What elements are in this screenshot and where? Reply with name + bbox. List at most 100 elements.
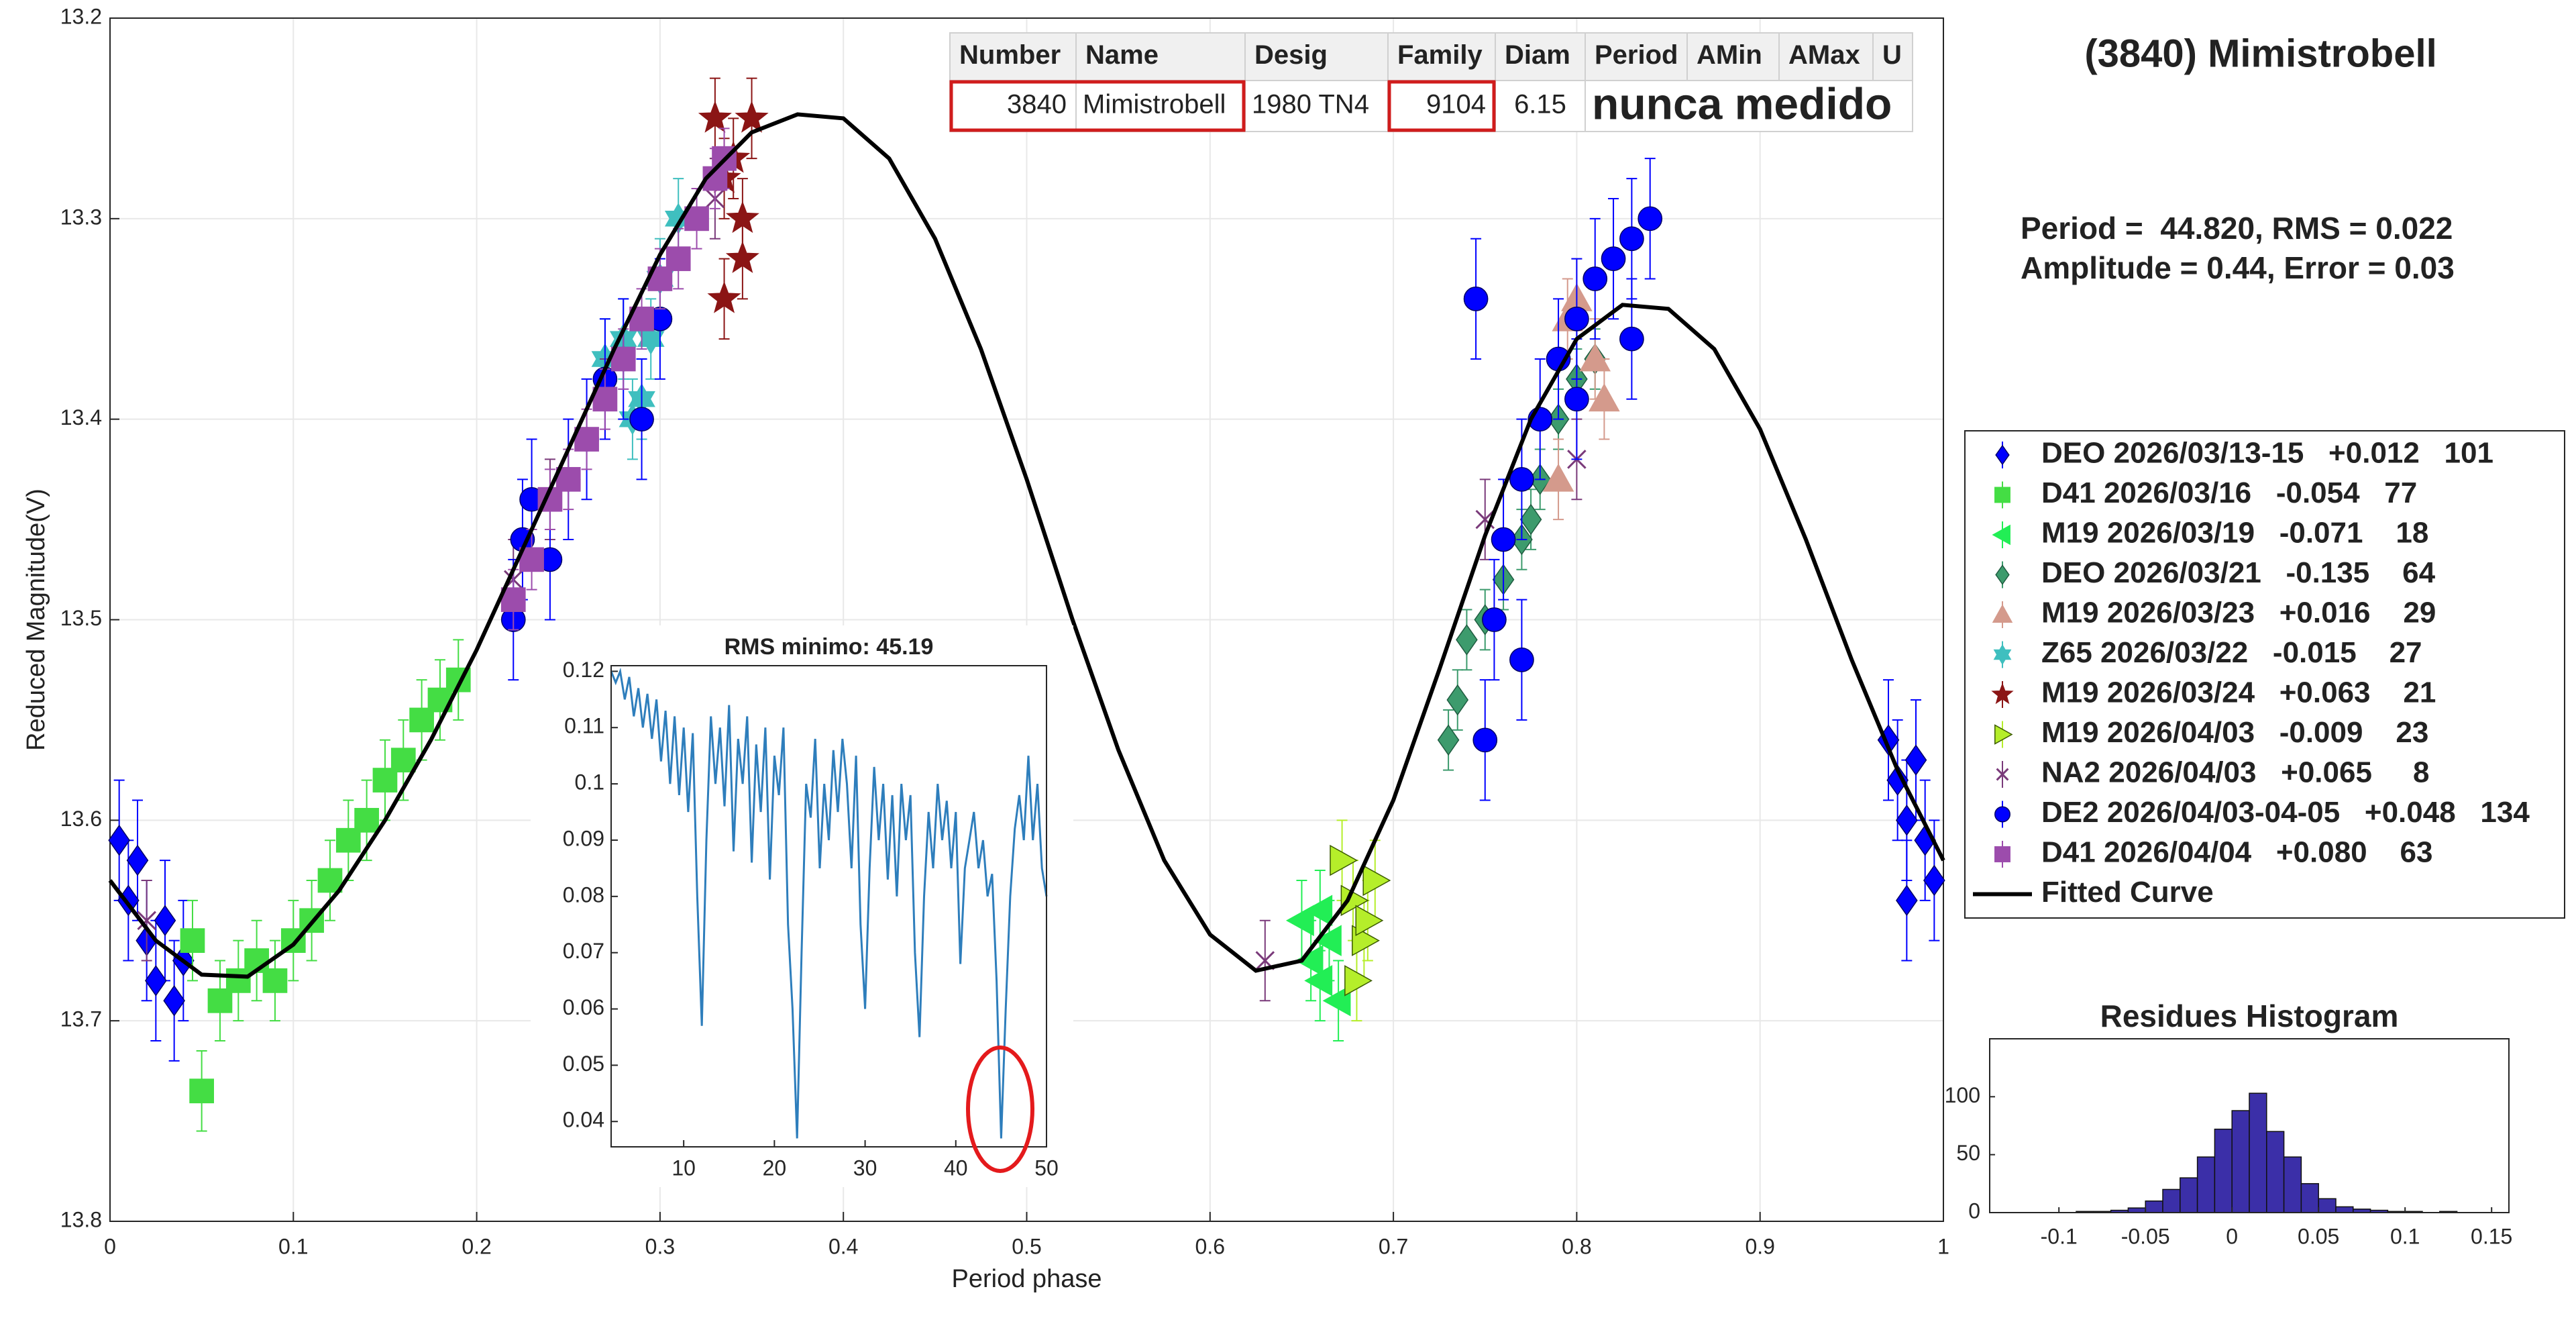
highlight-ellipse	[966, 1046, 1034, 1173]
highlight-box	[1387, 80, 1496, 132]
fit-stats: Period = 44.820, RMS = 0.022	[2021, 211, 2453, 246]
data-point	[180, 928, 205, 953]
data-point	[519, 547, 544, 572]
legend-label: M19 2026/04/03 -0.009 23	[2041, 716, 2428, 749]
data-point	[610, 346, 636, 372]
data-point	[1456, 624, 1478, 656]
legend-marker	[1994, 806, 2010, 823]
table-header: Diam	[1505, 40, 1570, 70]
hist-title: Residues Histogram	[2100, 999, 2399, 1033]
x-tick-label: -0.05	[2121, 1224, 2170, 1248]
legend-marker	[1993, 644, 2012, 665]
table-cell: 9104	[1426, 90, 1486, 119]
table-header: Period	[1595, 40, 1678, 70]
data-point	[163, 984, 185, 1017]
table-header: Name	[1085, 40, 1159, 70]
x-tick-label: 10	[672, 1156, 696, 1180]
legend-label: NA2 2026/04/03 +0.065 8	[2041, 756, 2430, 789]
x-tick-label: 1	[1937, 1234, 1949, 1258]
data-point	[592, 387, 618, 412]
hist-bar	[2145, 1200, 2163, 1213]
table-row-bg	[949, 80, 1913, 132]
data-point	[1896, 805, 1918, 836]
data-point	[1579, 343, 1611, 372]
data-point	[1638, 206, 1663, 232]
legend-marker	[1994, 846, 2010, 862]
data-point	[1322, 985, 1351, 1017]
data-point	[698, 101, 732, 133]
y-tick-label: 0.08	[563, 882, 604, 907]
data-point	[1285, 905, 1314, 937]
legend-label: M19 2026/03/19 -0.071 18	[2041, 517, 2428, 550]
highlight-box	[949, 80, 1246, 132]
data-point	[1904, 744, 1927, 776]
table-header-bg	[949, 32, 1913, 81]
data-point	[1304, 965, 1333, 997]
x-axis-label: Period phase	[952, 1265, 1102, 1293]
x-tick-label: 0.1	[2390, 1224, 2420, 1248]
object-title: (3840) Mimistrobell	[2084, 32, 2436, 75]
legend-marker	[1991, 682, 2014, 705]
data-point	[154, 905, 176, 937]
x-tick-label: 0.2	[462, 1234, 491, 1258]
table-header: Number	[959, 40, 1061, 70]
y-tick-label: 13.4	[60, 405, 102, 429]
x-tick-label: 0	[104, 1234, 116, 1258]
rms-line	[610, 667, 1048, 1139]
data-point	[145, 965, 167, 997]
data-point	[1619, 226, 1644, 252]
data-point	[137, 911, 156, 931]
x-tick-label: 0.15	[2471, 1224, 2512, 1248]
y-tick-label: 13.8	[60, 1207, 102, 1231]
x-tick-label: 50	[1034, 1156, 1059, 1180]
x-tick-label: 0.6	[1195, 1234, 1225, 1258]
fitted-curve	[108, 112, 1945, 979]
y-tick-label: 0.06	[563, 995, 604, 1019]
data-point	[1340, 884, 1369, 917]
legend-marker	[1992, 604, 2013, 623]
data-point	[629, 407, 654, 432]
data-point	[1482, 607, 1507, 632]
legend-label: DE2 2026/04/03-04-05 +0.048 134	[2041, 796, 2530, 829]
y-tick-label: 0	[1968, 1198, 1980, 1223]
x-tick-label: 20	[763, 1156, 787, 1180]
hist-bar	[2318, 1198, 2337, 1213]
x-tick-label: 40	[944, 1156, 968, 1180]
legend-box	[1964, 430, 2565, 919]
table-cell: 3840	[1007, 90, 1067, 119]
data-point	[1472, 727, 1498, 753]
x-tick-label: 30	[853, 1156, 877, 1180]
data-point	[1582, 266, 1608, 291]
x-tick-label: 0.4	[828, 1234, 858, 1258]
inset-frame	[610, 665, 1047, 1148]
table-header: AMax	[1788, 40, 1860, 70]
legend-marker	[1994, 724, 2013, 745]
data-point	[1344, 965, 1373, 997]
y-tick-label: 0.07	[563, 939, 604, 963]
data-point	[1619, 326, 1644, 352]
y-axis-label: Reduced Magnitude(V)	[22, 489, 50, 751]
hist-bar	[2335, 1206, 2354, 1213]
table-header: AMin	[1697, 40, 1762, 70]
data-point	[665, 246, 691, 271]
legend-marker	[1996, 768, 2009, 781]
data-point	[1601, 246, 1626, 271]
data-point	[1437, 724, 1460, 756]
y-tick-label: 0.04	[563, 1108, 604, 1132]
data-point	[1896, 884, 1918, 917]
data-point	[354, 807, 379, 833]
data-point	[555, 466, 581, 492]
legend-label: Fitted Curve	[2041, 876, 2214, 909]
data-point	[1313, 925, 1342, 956]
x-tick-label: 0.5	[1012, 1234, 1041, 1258]
table-cell: 1980 TN4	[1252, 90, 1369, 119]
x-tick-label: 0.1	[278, 1234, 308, 1258]
data-point	[1509, 647, 1534, 672]
x-tick-label: 0.9	[1745, 1234, 1774, 1258]
hist-bar	[2266, 1131, 2285, 1213]
table-header: Family	[1397, 40, 1483, 70]
table-cell: 6.15	[1514, 90, 1566, 119]
data-point	[317, 868, 343, 893]
